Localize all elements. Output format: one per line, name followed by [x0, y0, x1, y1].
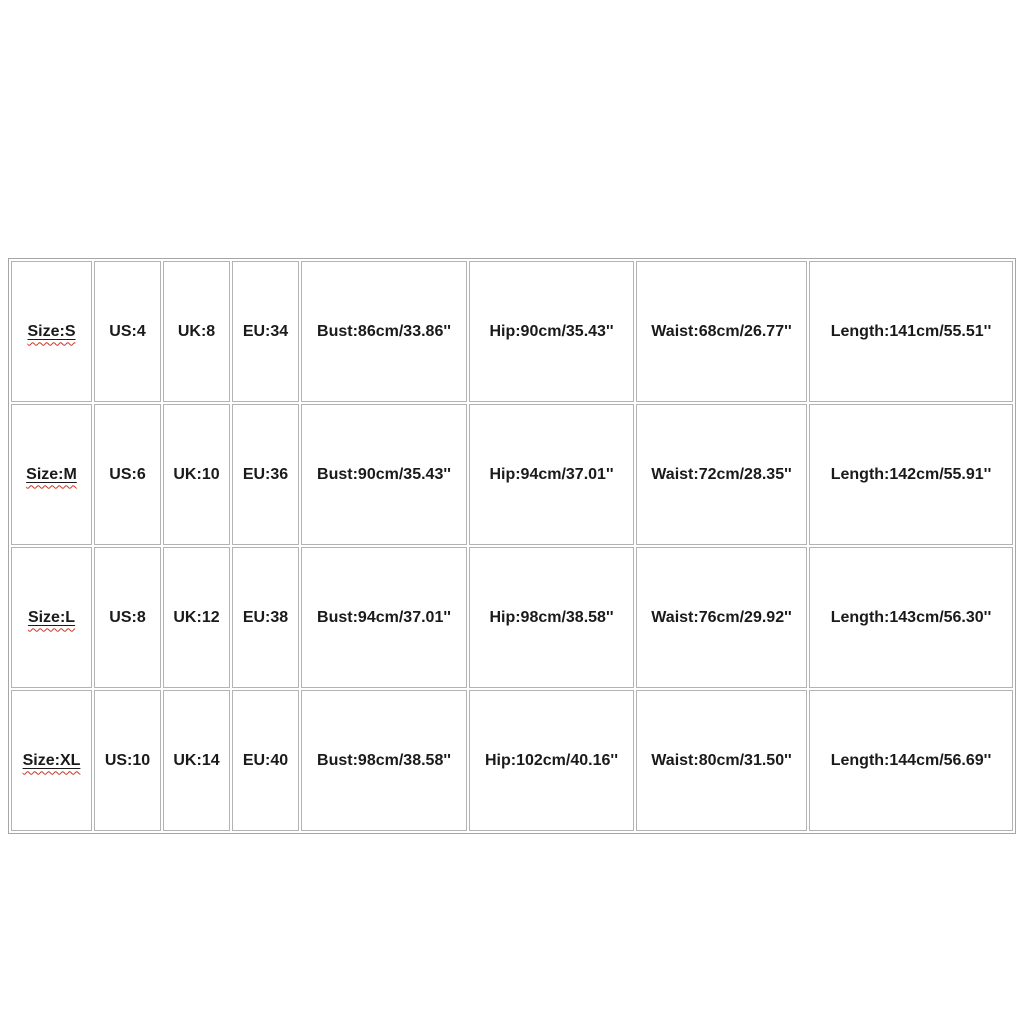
uk-size-value: UK:14 [173, 751, 220, 769]
cell-uk: UK:14 [163, 690, 230, 831]
cell-hip: Hip:102cm/40.16'' [469, 690, 634, 831]
size-label: Size:XL [22, 751, 81, 769]
length-value: Length:144cm/56.69'' [830, 751, 992, 769]
cell-uk: UK:10 [163, 404, 230, 545]
eu-size-value: EU:38 [242, 608, 289, 626]
cell-size: Size:M [11, 404, 92, 545]
eu-size-value: EU:36 [242, 465, 289, 483]
spellcheck-squiggle: Size:L [28, 609, 75, 626]
cell-bust: Bust:98cm/38.58'' [301, 690, 467, 831]
uk-size-value: UK:8 [177, 322, 216, 340]
cell-size: Size:L [11, 547, 92, 688]
cell-uk: UK:12 [163, 547, 230, 688]
length-value: Length:143cm/56.30'' [830, 608, 992, 626]
uk-size-value: UK:10 [173, 465, 220, 483]
us-size-value: US:4 [109, 322, 146, 340]
uk-size-value: UK:12 [173, 608, 220, 626]
spellcheck-squiggle: Size:XL [23, 752, 81, 769]
cell-eu: EU:38 [232, 547, 299, 688]
cell-hip: Hip:94cm/37.01'' [469, 404, 634, 545]
us-size-value: US:6 [109, 465, 146, 483]
cell-waist: Waist:76cm/29.92'' [636, 547, 807, 688]
waist-value: Waist:80cm/31.50'' [651, 751, 792, 769]
us-size-value: US:8 [109, 608, 146, 626]
hip-value: Hip:98cm/38.58'' [489, 608, 614, 626]
cell-waist: Waist:72cm/28.35'' [636, 404, 807, 545]
spellcheck-squiggle: Size:M [26, 466, 77, 483]
cell-waist: Waist:80cm/31.50'' [636, 690, 807, 831]
waist-value: Waist:72cm/28.35'' [651, 465, 792, 483]
spellcheck-squiggle: Size:S [27, 323, 75, 340]
size-label: Size:S [27, 322, 76, 340]
cell-length: Length:141cm/55.51'' [809, 261, 1013, 402]
bust-value: Bust:86cm/33.86'' [317, 322, 451, 340]
cell-uk: UK:8 [163, 261, 230, 402]
cell-bust: Bust:86cm/33.86'' [301, 261, 467, 402]
bust-value: Bust:94cm/37.01'' [317, 608, 451, 626]
cell-us: US:4 [94, 261, 161, 402]
cell-us: US:6 [94, 404, 161, 545]
cell-length: Length:144cm/56.69'' [809, 690, 1013, 831]
cell-hip: Hip:90cm/35.43'' [469, 261, 634, 402]
eu-size-value: EU:34 [242, 322, 289, 340]
table-row: Size:S US:4 UK:8 EU:34 Bust:86cm/33.86''… [11, 261, 1013, 402]
waist-value: Waist:68cm/26.77'' [651, 322, 792, 340]
bust-value: Bust:90cm/35.43'' [317, 465, 451, 483]
cell-us: US:8 [94, 547, 161, 688]
bust-value: Bust:98cm/38.58'' [317, 751, 451, 769]
cell-waist: Waist:68cm/26.77'' [636, 261, 807, 402]
cell-bust: Bust:90cm/35.43'' [301, 404, 467, 545]
hip-value: Hip:94cm/37.01'' [489, 465, 614, 483]
length-value: Length:142cm/55.91'' [830, 465, 992, 483]
eu-size-value: EU:40 [242, 751, 289, 769]
length-value: Length:141cm/55.51'' [830, 322, 992, 340]
cell-size: Size:S [11, 261, 92, 402]
cell-length: Length:143cm/56.30'' [809, 547, 1013, 688]
table-row: Size:XL US:10 UK:14 EU:40 Bust:98cm/38.5… [11, 690, 1013, 831]
size-label: Size:L [27, 608, 76, 626]
hip-value: Hip:90cm/35.43'' [489, 322, 614, 340]
cell-eu: EU:34 [232, 261, 299, 402]
waist-value: Waist:76cm/29.92'' [651, 608, 792, 626]
size-label: Size:M [26, 465, 77, 483]
table-row: Size:L US:8 UK:12 EU:38 Bust:94cm/37.01'… [11, 547, 1013, 688]
cell-size: Size:XL [11, 690, 92, 831]
table-row: Size:M US:6 UK:10 EU:36 Bust:90cm/35.43'… [11, 404, 1013, 545]
cell-eu: EU:36 [232, 404, 299, 545]
cell-bust: Bust:94cm/37.01'' [301, 547, 467, 688]
size-chart-table: Size:S US:4 UK:8 EU:34 Bust:86cm/33.86''… [8, 258, 1016, 834]
hip-value: Hip:102cm/40.16'' [484, 751, 618, 769]
cell-us: US:10 [94, 690, 161, 831]
cell-eu: EU:40 [232, 690, 299, 831]
cell-hip: Hip:98cm/38.58'' [469, 547, 634, 688]
cell-length: Length:142cm/55.91'' [809, 404, 1013, 545]
us-size-value: US:10 [104, 751, 151, 769]
